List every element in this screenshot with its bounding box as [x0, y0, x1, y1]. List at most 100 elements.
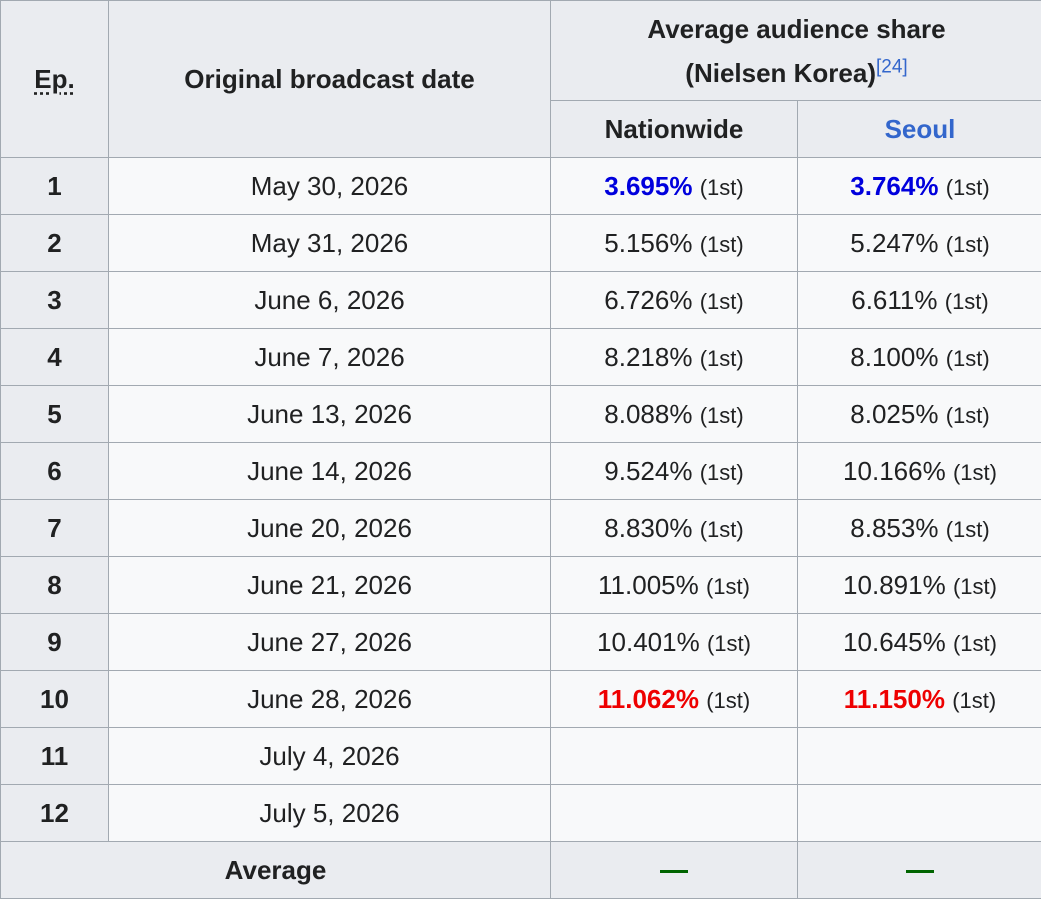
episode-number: 3 [0, 271, 109, 329]
nationwide-share-rank: (1st) [705, 573, 750, 599]
seoul-share: 11.150% (1st) [797, 670, 1041, 728]
nationwide-share [550, 784, 798, 842]
broadcast-date: June 6, 2026 [108, 271, 551, 329]
share-header: Average audience share (Nielsen Korea)[2… [550, 0, 1041, 101]
broadcast-date: June 7, 2026 [108, 328, 551, 386]
share-header-label: Average audience share (Nielsen Korea)[2… [647, 7, 945, 95]
seoul-share-value: 3.764% [850, 170, 939, 201]
seoul-header[interactable]: Seoul [797, 100, 1041, 158]
seoul-share: 10.645% (1st) [797, 613, 1041, 671]
reference-link[interactable]: [24] [876, 55, 908, 77]
nationwide-average: — [550, 841, 798, 899]
seoul-share: 8.100% (1st) [797, 328, 1041, 386]
seoul-share-rank: (1st) [944, 288, 989, 314]
nationwide-share-rank: (1st) [699, 174, 744, 200]
share-header-line1: Average audience share [647, 13, 946, 44]
nationwide-share-value: 8.830% [604, 512, 693, 543]
seoul-share-value: 8.025% [850, 398, 939, 429]
seoul-share-value: 11.150% [843, 683, 945, 714]
episode-number: 4 [0, 328, 109, 386]
nationwide-share-rank: (1st) [706, 630, 751, 656]
nationwide-header: Nationwide [550, 100, 798, 158]
episode-number: 8 [0, 556, 109, 614]
seoul-share: 6.611% (1st) [797, 271, 1041, 329]
nationwide-share-value: 11.062% [597, 683, 699, 714]
episode-number: 11 [0, 727, 109, 785]
seoul-share: 10.891% (1st) [797, 556, 1041, 614]
average-label: Average [0, 841, 551, 899]
nationwide-share: 9.524% (1st) [550, 442, 798, 500]
seoul-share: 10.166% (1st) [797, 442, 1041, 500]
seoul-share: 3.764% (1st) [797, 157, 1041, 215]
seoul-share-rank: (1st) [945, 345, 990, 371]
table-row: 9 June 27, 2026 10.401% (1st) 10.645% (1st) [0, 613, 1041, 671]
broadcast-date: May 30, 2026 [108, 157, 551, 215]
table-row: 8 June 21, 2026 11.005% (1st) 10.891% (1st) [0, 556, 1041, 614]
seoul-share-value: 5.247% [850, 227, 939, 258]
table-row: 6 June 14, 2026 9.524% (1st) 10.166% (1st) [0, 442, 1041, 500]
seoul-share-rank: (1st) [945, 402, 990, 428]
seoul-share-value: 10.891% [843, 569, 946, 600]
seoul-average-dash [906, 870, 934, 874]
episode-number: 6 [0, 442, 109, 500]
seoul-share-rank: (1st) [952, 630, 997, 656]
table-row: 1 May 30, 2026 3.695% (1st) 3.764% (1st) [0, 157, 1041, 215]
seoul-share-value: 10.645% [843, 626, 946, 657]
nationwide-share-value: 8.218% [604, 341, 693, 372]
episode-number: 1 [0, 157, 109, 215]
nationwide-average-dash [660, 870, 688, 874]
seoul-share-rank: (1st) [945, 231, 990, 257]
nationwide-share-rank: (1st) [699, 345, 744, 371]
nationwide-share-rank: (1st) [699, 516, 744, 542]
seoul-average: — [797, 841, 1041, 899]
table-body: 1 May 30, 2026 3.695% (1st) 3.764% (1st) 2 Ma… [0, 157, 1041, 842]
broadcast-date: June 28, 2026 [108, 670, 551, 728]
nationwide-share: 8.830% (1st) [550, 499, 798, 557]
table-row: 4 June 7, 2026 8.218% (1st) 8.100% (1st) [0, 328, 1041, 386]
seoul-share-rank: (1st) [952, 687, 997, 713]
seoul-share-value: 8.100% [850, 341, 939, 372]
table-row: 3 June 6, 2026 6.726% (1st) 6.611% (1st) [0, 271, 1041, 329]
nationwide-share-rank: (1st) [699, 231, 744, 257]
seoul-share-rank: (1st) [952, 573, 997, 599]
nationwide-share-value: 6.726% [604, 284, 693, 315]
table-row: 7 June 20, 2026 8.830% (1st) 8.853% (1st) [0, 499, 1041, 557]
seoul-share-value: 6.611% [851, 284, 938, 315]
table-row: 5 June 13, 2026 8.088% (1st) 8.025% (1st) [0, 385, 1041, 443]
seoul-link[interactable]: Seoul [884, 113, 956, 144]
seoul-share: 5.247% (1st) [797, 214, 1041, 272]
seoul-share [797, 784, 1041, 842]
nationwide-share-value: 8.088% [604, 398, 693, 429]
seoul-share: 8.853% (1st) [797, 499, 1041, 557]
nationwide-share-value: 3.695% [604, 170, 693, 201]
ep-header-label: Ep. [34, 63, 75, 94]
share-header-line2: (Nielsen Korea) [685, 57, 877, 88]
nationwide-share: 3.695% (1st) [550, 157, 798, 215]
seoul-share: 8.025% (1st) [797, 385, 1041, 443]
episode-number: 2 [0, 214, 109, 272]
nationwide-share: 6.726% (1st) [550, 271, 798, 329]
table-row: 10 June 28, 2026 11.062% (1st) 11.150% (1st… [0, 670, 1041, 728]
nationwide-share [550, 727, 798, 785]
nationwide-share: 11.062% (1st) [550, 670, 798, 728]
nationwide-share: 5.156% (1st) [550, 214, 798, 272]
nationwide-share-rank: (1st) [706, 687, 751, 713]
table-row: 12 July 5, 2026 [0, 784, 1041, 842]
broadcast-date: June 20, 2026 [108, 499, 551, 557]
nationwide-share: 11.005% (1st) [550, 556, 798, 614]
broadcast-date: June 13, 2026 [108, 385, 551, 443]
ep-header: Ep. [0, 0, 109, 158]
nationwide-share-rank: (1st) [699, 288, 744, 314]
broadcast-date: June 21, 2026 [108, 556, 551, 614]
episode-number: 7 [0, 499, 109, 557]
seoul-share-value: 10.166% [843, 455, 946, 486]
seoul-share [797, 727, 1041, 785]
episode-number: 10 [0, 670, 109, 728]
seoul-share-rank: (1st) [945, 174, 990, 200]
episode-number: 5 [0, 385, 109, 443]
nationwide-share-value: 5.156% [604, 227, 693, 258]
broadcast-date: July 4, 2026 [108, 727, 551, 785]
average-row: Average — — [0, 841, 1041, 899]
episode-number: 12 [0, 784, 109, 842]
